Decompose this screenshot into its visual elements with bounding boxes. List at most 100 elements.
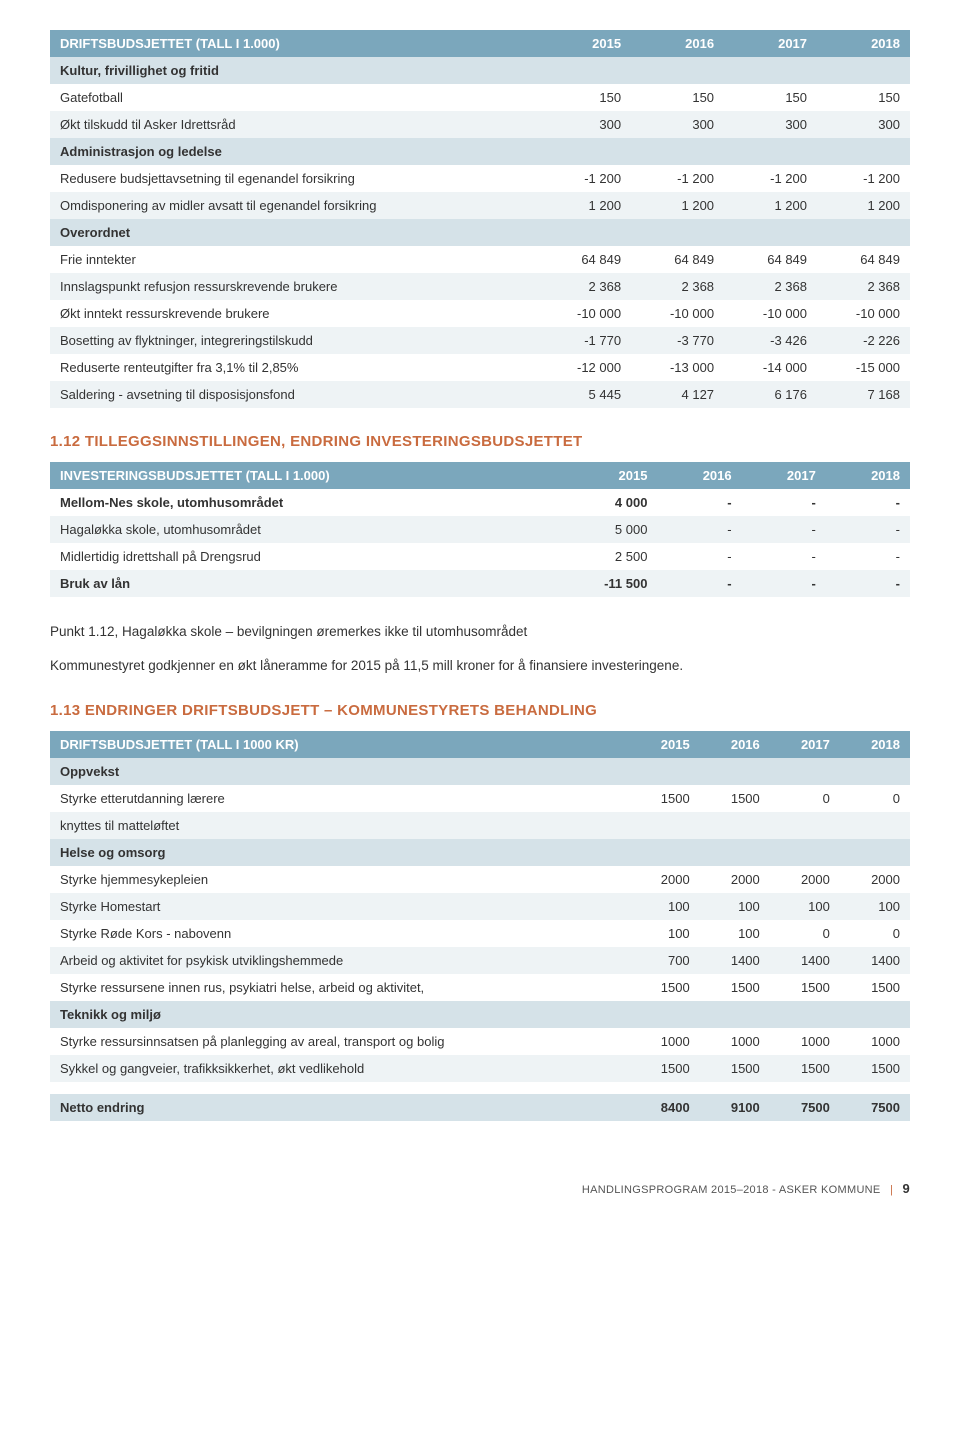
row-value: -3 770 — [631, 327, 724, 354]
col-label: DRIFTSBUDSJETTET (TALL I 1.000) — [50, 30, 538, 57]
row-value: 1500 — [700, 785, 770, 812]
footer-separator: | — [890, 1184, 893, 1196]
row-label: Mellom-Nes skole, utomhusområdet — [50, 489, 548, 516]
row-label: Gatefotball — [50, 84, 538, 111]
row-value: -10 000 — [538, 300, 631, 327]
table-row: Gatefotball150150150150 — [50, 84, 910, 111]
row-label: Helse og omsorg — [50, 839, 630, 866]
row-value — [630, 1082, 700, 1094]
row-value: 100 — [770, 893, 840, 920]
table-row: Bruk av lån-11 500--- — [50, 570, 910, 597]
row-label: Administrasjon og ledelse — [50, 138, 538, 165]
row-value: 1 200 — [631, 192, 724, 219]
table-row: Overordnet — [50, 219, 910, 246]
row-label: Teknikk og miljø — [50, 1001, 630, 1028]
row-label: Kultur, frivillighet og fritid — [50, 57, 538, 84]
row-value: - — [826, 489, 910, 516]
row-value: -14 000 — [724, 354, 817, 381]
table-row: Styrke Homestart100100100100 — [50, 893, 910, 920]
row-value: 1500 — [840, 1055, 910, 1082]
row-value — [700, 1082, 770, 1094]
row-value: -1 200 — [538, 165, 631, 192]
row-value — [840, 758, 910, 785]
table-row: Kultur, frivillighet og fritid — [50, 57, 910, 84]
row-label: Netto endring — [50, 1094, 630, 1121]
row-value: 1 200 — [724, 192, 817, 219]
row-value — [770, 1001, 840, 1028]
row-label: Sykkel og gangveier, trafikksikkerhet, ø… — [50, 1055, 630, 1082]
row-value — [538, 138, 631, 165]
row-value: 150 — [631, 84, 724, 111]
table-row: Innslagspunkt refusjon ressurskrevende b… — [50, 273, 910, 300]
col-year: 2015 — [630, 731, 700, 758]
row-value: -13 000 — [631, 354, 724, 381]
row-value — [724, 219, 817, 246]
row-value — [700, 758, 770, 785]
row-label: Reduserte renteutgifter fra 3,1% til 2,8… — [50, 354, 538, 381]
row-value: - — [826, 516, 910, 543]
table1-body: Kultur, frivillighet og fritidGatefotbal… — [50, 57, 910, 408]
row-label: Overordnet — [50, 219, 538, 246]
row-value: - — [657, 543, 741, 570]
col-year: 2017 — [724, 30, 817, 57]
table-row: Mellom-Nes skole, utomhusområdet4 000--- — [50, 489, 910, 516]
row-label: Styrke ressursinnsatsen på planlegging a… — [50, 1028, 630, 1055]
paragraph-punkt: Punkt 1.12, Hagaløkka skole – bevilgning… — [50, 622, 910, 642]
row-label: Styrke Homestart — [50, 893, 630, 920]
row-label: Bruk av lån — [50, 570, 548, 597]
row-value: 100 — [700, 893, 770, 920]
row-label: Styrke etterutdanning lærere — [50, 785, 630, 812]
row-value: 1400 — [840, 947, 910, 974]
invest-table: INVESTERINGSBUDSJETTET (TALL I 1.000) 20… — [50, 462, 910, 597]
row-value: 1000 — [840, 1028, 910, 1055]
row-value: - — [657, 489, 741, 516]
row-value: 5 445 — [538, 381, 631, 408]
row-value: - — [742, 543, 826, 570]
row-value — [538, 57, 631, 84]
row-value: 300 — [631, 111, 724, 138]
row-value: 2 368 — [817, 273, 910, 300]
row-value: 1500 — [700, 1055, 770, 1082]
row-value — [840, 812, 910, 839]
col-year: 2018 — [817, 30, 910, 57]
col-year: 2017 — [742, 462, 826, 489]
row-value: 100 — [840, 893, 910, 920]
row-value: 100 — [630, 920, 700, 947]
row-value: 100 — [630, 893, 700, 920]
row-value: - — [826, 570, 910, 597]
row-value — [817, 219, 910, 246]
row-label: Økt tilskudd til Asker Idrettsråd — [50, 111, 538, 138]
row-value: 8400 — [630, 1094, 700, 1121]
row-value — [817, 57, 910, 84]
row-value — [630, 758, 700, 785]
table-row: knyttes til matteløftet — [50, 812, 910, 839]
row-label: Økt inntekt ressurskrevende brukere — [50, 300, 538, 327]
row-value: 9100 — [700, 1094, 770, 1121]
row-value: 0 — [770, 785, 840, 812]
table-row: Administrasjon og ledelse — [50, 138, 910, 165]
table-row: Oppvekst — [50, 758, 910, 785]
table-row: Frie inntekter64 84964 84964 84964 849 — [50, 246, 910, 273]
table-row: Omdisponering av midler avsatt til egena… — [50, 192, 910, 219]
row-value: -11 500 — [548, 570, 657, 597]
row-value: 300 — [724, 111, 817, 138]
section-heading-investering: 1.12 TILLEGGSINNSTILLINGEN, ENDRING INVE… — [50, 433, 910, 450]
row-value: 1000 — [770, 1028, 840, 1055]
table-row: Reduserte renteutgifter fra 3,1% til 2,8… — [50, 354, 910, 381]
row-value: 2000 — [630, 866, 700, 893]
col-year: 2018 — [826, 462, 910, 489]
row-label: Styrke Røde Kors - nabovenn — [50, 920, 630, 947]
row-label: Styrke hjemmesykepleien — [50, 866, 630, 893]
row-value — [724, 138, 817, 165]
col-label: INVESTERINGSBUDSJETTET (TALL I 1.000) — [50, 462, 548, 489]
row-value: 100 — [700, 920, 770, 947]
paragraph-kommunestyret: Kommunestyret godkjenner en økt låneramm… — [50, 656, 910, 676]
table-row: Styrke etterutdanning lærere1500150000 — [50, 785, 910, 812]
table-row: Teknikk og miljø — [50, 1001, 910, 1028]
row-value — [840, 1001, 910, 1028]
row-value: 1400 — [770, 947, 840, 974]
row-value: 1500 — [770, 1055, 840, 1082]
table-row — [50, 1082, 910, 1094]
row-value: -1 770 — [538, 327, 631, 354]
row-value — [770, 1082, 840, 1094]
